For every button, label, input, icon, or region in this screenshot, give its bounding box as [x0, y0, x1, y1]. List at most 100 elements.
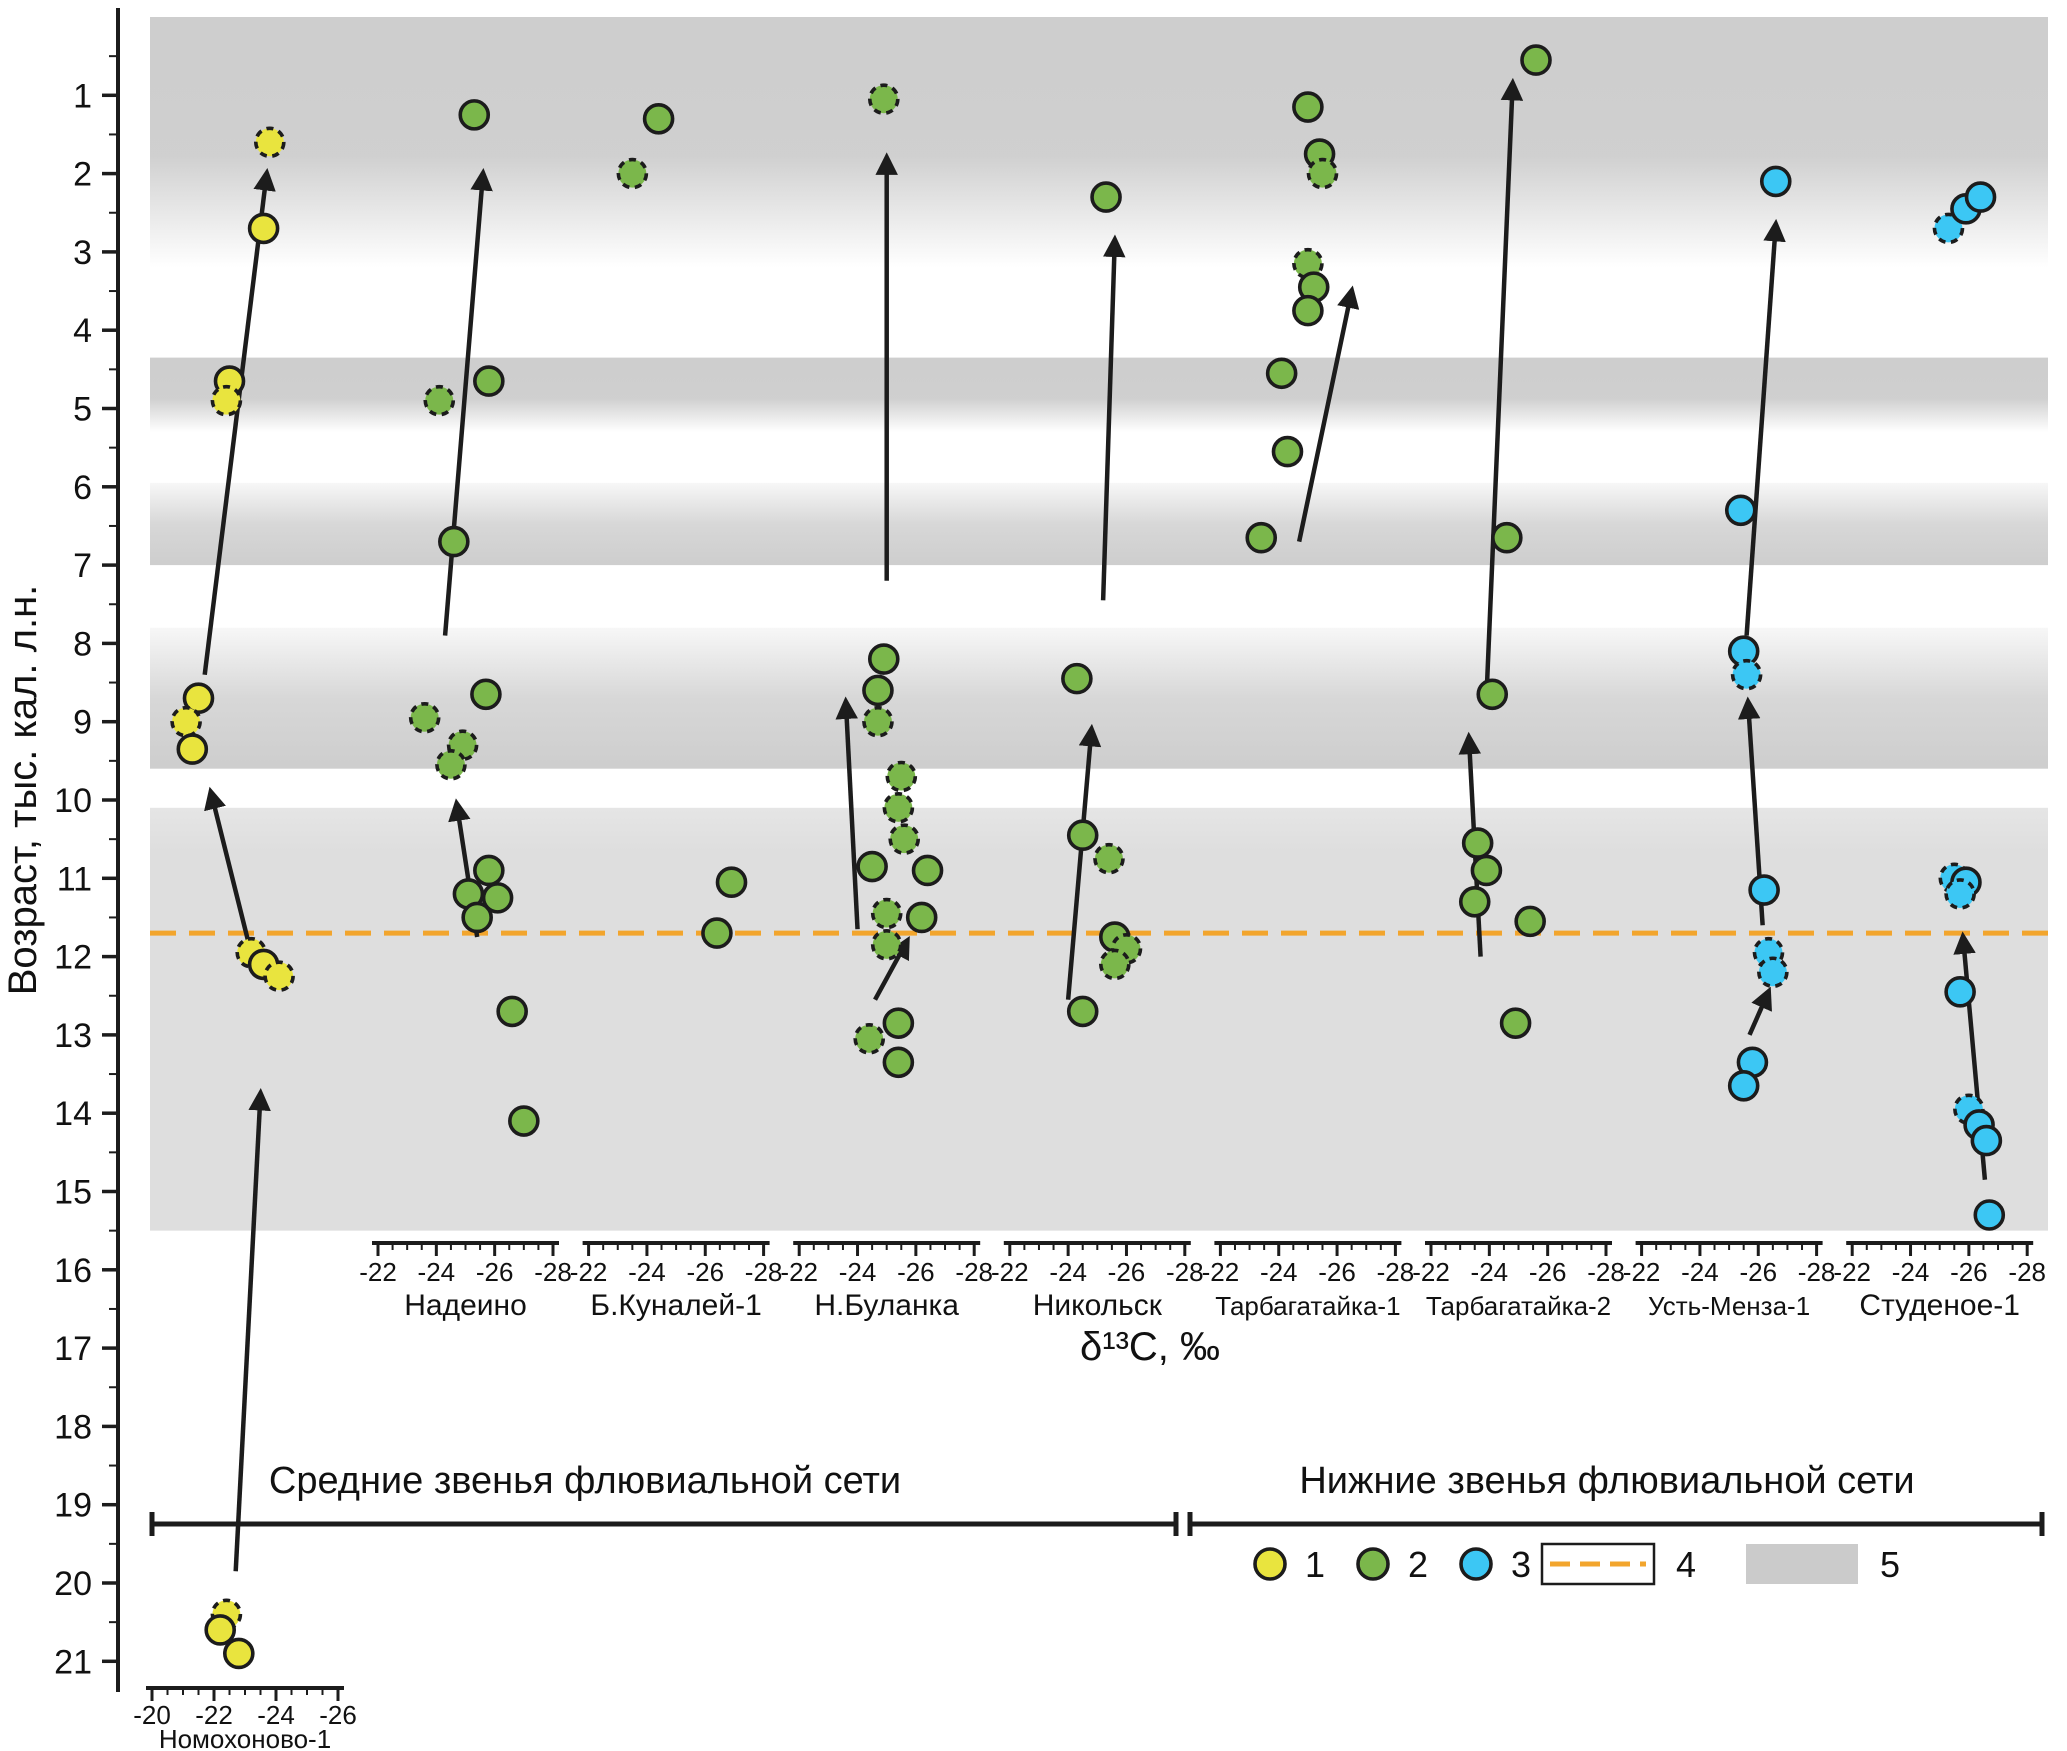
x-tick-label: -26 [476, 1257, 514, 1287]
data-point [856, 850, 888, 883]
data-point [1458, 885, 1491, 918]
age-band [150, 807, 2048, 1231]
data-point [616, 157, 649, 190]
y-tick-label: 3 [73, 234, 92, 272]
y-axis-title: Возраст, тыс. кал. л.н. [1, 585, 45, 996]
data-point [1099, 948, 1131, 981]
data-point [862, 705, 894, 738]
brackets-layer [149, 1512, 2045, 1536]
x-tick-label: -20 [133, 1700, 171, 1730]
y-tick-label: 10 [54, 782, 92, 820]
x-tick-label: -22 [1833, 1257, 1871, 1287]
x-tick-label: -22 [780, 1257, 818, 1287]
x-tick-label: -24 [1681, 1257, 1719, 1287]
legend-label: 3 [1511, 1544, 1531, 1585]
data-point [867, 83, 900, 116]
data-point [1292, 247, 1324, 280]
y-tick-label: 17 [54, 1330, 92, 1368]
trend-arrow [1747, 986, 1772, 1036]
y-axis-ticks [102, 55, 118, 1664]
data-point [1520, 44, 1552, 76]
x-tick-label: -24 [257, 1700, 295, 1730]
x-tick-label: -26 [1739, 1257, 1777, 1287]
data-point [435, 748, 467, 781]
y-tick-label: 21 [54, 1643, 92, 1681]
site-axis: -22 -24 -26 -28 Усть-Менза-1 [1623, 1241, 1835, 1321]
data-point [1292, 91, 1324, 123]
x-tick-label: -24 [1471, 1257, 1509, 1287]
x-tick-label: -28 [534, 1257, 572, 1287]
site-name-label: Н.Буланка [814, 1289, 959, 1322]
trend-arrow [835, 696, 860, 930]
data-point [1090, 181, 1122, 213]
x-tick-label: -22 [570, 1257, 608, 1287]
points-layer [170, 44, 2006, 1670]
site-name-label: Тарбагатайка-2 [1426, 1291, 1611, 1321]
x-tick-label: -26 [1318, 1257, 1356, 1287]
data-point [1514, 905, 1546, 938]
x-tick-label: -24 [1892, 1257, 1930, 1287]
trend-arrow [1296, 285, 1360, 543]
data-point [1727, 1069, 1760, 1102]
x-tick-label: -28 [2008, 1257, 2046, 1287]
data-point [1748, 874, 1780, 906]
site-name-label: Никольск [1033, 1289, 1163, 1322]
y-tick-label: 11 [57, 860, 92, 898]
data-point [1061, 662, 1093, 695]
data-point [1306, 157, 1339, 190]
data-point [1724, 494, 1757, 527]
trend-arrow [1484, 77, 1524, 699]
trend-arrow [873, 936, 910, 1001]
arrows-layer [202, 77, 1988, 1572]
data-point [438, 525, 470, 558]
legend-swatch-point [1459, 1547, 1493, 1581]
data-point [1944, 878, 1976, 910]
data-point [470, 678, 502, 711]
data-point [911, 854, 944, 887]
data-point [701, 917, 733, 949]
data-point [882, 1046, 915, 1079]
site-name-label: Студеное-1 [1859, 1289, 2020, 1322]
site-axis: -22 -24 -26 -28Н.Буланка [780, 1241, 993, 1322]
legend-swatch-point [1253, 1547, 1287, 1581]
x-tick-label: -22 [1412, 1257, 1450, 1287]
data-point [1759, 165, 1792, 198]
y-tick-label: 20 [54, 1565, 92, 1603]
data-point [253, 126, 286, 159]
data-point [870, 929, 903, 961]
data-point [204, 1614, 236, 1646]
x-tick-label: -26 [897, 1257, 935, 1287]
data-point [1932, 212, 1965, 245]
y-tick-label: 12 [54, 939, 92, 977]
y-tick-label: 14 [54, 1095, 92, 1133]
data-point [882, 1007, 915, 1039]
data-point [862, 674, 894, 707]
data-point [481, 882, 514, 914]
y-tick-label: 5 [73, 391, 92, 429]
x-tick-label: -28 [955, 1257, 993, 1287]
trend-arrow [233, 1088, 271, 1572]
data-point [867, 643, 900, 675]
data-point [473, 854, 505, 887]
legend-label: 2 [1408, 1544, 1428, 1585]
data-point [461, 901, 493, 934]
data-point [905, 901, 938, 934]
legend-swatch-point [1356, 1547, 1390, 1581]
x-tick-label: -24 [628, 1257, 666, 1287]
x-tick-label: -26 [1108, 1257, 1146, 1287]
data-point [1730, 658, 1763, 691]
data-point [888, 823, 921, 855]
data-point [170, 705, 202, 738]
x-tick-label: -24 [1049, 1257, 1087, 1287]
data-point [263, 960, 295, 992]
trend-arrow [1065, 723, 1102, 1000]
age-band [150, 482, 2048, 566]
x-tick-label: -28 [1377, 1257, 1415, 1287]
data-point [1499, 1007, 1532, 1039]
x-tick-label: -22 [991, 1257, 1029, 1287]
data-point [223, 1637, 255, 1670]
group-label-middle-links: Средние звенья флювиальной сети [269, 1460, 901, 1502]
